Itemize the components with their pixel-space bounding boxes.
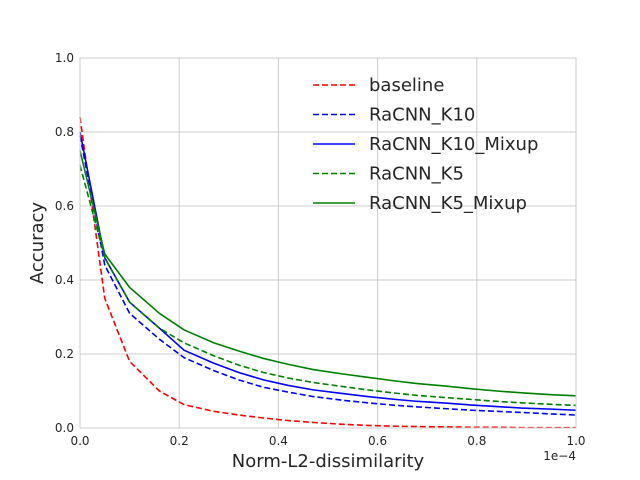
x-tick-label: 0.8 xyxy=(467,434,486,448)
x-tick-label: 0.4 xyxy=(269,434,288,448)
x-axis-label: Norm-L2-dissimilarity xyxy=(232,451,425,472)
y-tick-label: 0.6 xyxy=(55,199,74,213)
x-offset-label: 1e−4 xyxy=(543,449,576,463)
y-tick-label: 0.8 xyxy=(55,125,74,139)
x-tick-label: 0.0 xyxy=(70,434,89,448)
grid-lines xyxy=(79,57,577,429)
legend-label: baseline xyxy=(369,75,444,96)
y-tick-label: 0.0 xyxy=(55,421,74,435)
y-tick-labels: 0.0 0.2 0.4 0.6 0.8 1.0 xyxy=(55,51,74,435)
series-line-RaCNN_K5 xyxy=(79,165,577,407)
x-tick-label: 0.6 xyxy=(368,434,387,448)
series-line-RaCNN_K10 xyxy=(79,135,577,416)
legend-label: RaCNN_K5 xyxy=(369,164,464,185)
legend-label: RaCNN_K10_Mixup xyxy=(369,134,538,155)
x-tick-labels: 0.0 0.2 0.4 0.6 0.8 1.0 xyxy=(70,434,585,448)
series-lines xyxy=(79,117,577,429)
plot-frame xyxy=(79,57,577,429)
legend-label: RaCNN_K5_Mixup xyxy=(369,193,527,214)
legend-label: RaCNN_K10 xyxy=(369,105,475,126)
y-tick-label: 0.2 xyxy=(55,347,74,361)
plot-area xyxy=(80,58,576,428)
x-tick-label: 1.0 xyxy=(566,434,585,448)
series-line-RaCNN_K5_Mixup xyxy=(79,150,577,397)
series-line-baseline xyxy=(79,117,576,429)
series-line-RaCNN_K10_Mixup xyxy=(79,131,577,412)
y-tick-label: 1.0 xyxy=(55,51,74,65)
legend: baseline RaCNN_K10 RaCNN_K10_Mixup RaCNN_K5… xyxy=(313,75,538,214)
y-tick-label: 0.4 xyxy=(55,273,74,287)
y-axis-label: Accuracy xyxy=(27,202,48,285)
x-tick-label: 0.2 xyxy=(170,434,189,448)
